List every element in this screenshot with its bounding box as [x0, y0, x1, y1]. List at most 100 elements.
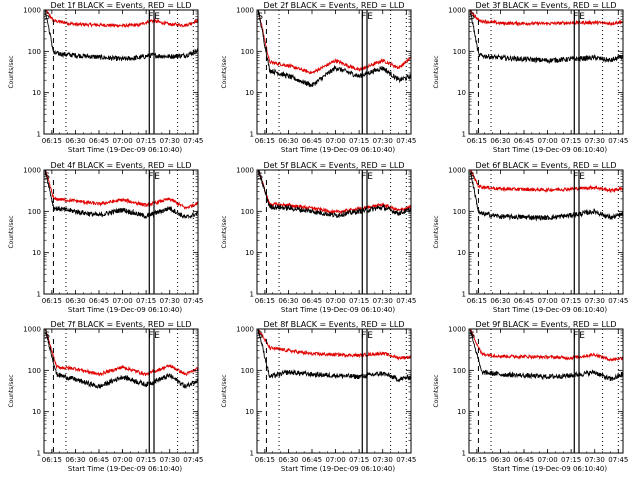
x-tick-label: 06:30: [278, 137, 298, 145]
series-line-lld: [257, 170, 411, 215]
series-line-lld: [469, 329, 623, 362]
x-tick-label: 07:30: [373, 456, 393, 464]
panel-title: Det 4f BLACK = Events, RED = LLD: [50, 161, 191, 170]
y-tick-label: 1000: [448, 7, 466, 15]
panel-7: Det 7f BLACK = Events, RED = LLD Counts/s…: [8, 320, 203, 473]
series-line-lld: [469, 170, 623, 194]
y-tick-label: 100: [241, 367, 254, 375]
y-tick-label: 1: [462, 131, 466, 139]
x-tick-label: 07:30: [585, 297, 605, 305]
x-tick-label: 07:00: [112, 456, 132, 464]
plot-area: [257, 170, 411, 219]
x-tick-label: 06:45: [302, 456, 322, 464]
y-tick-label: 1000: [23, 167, 41, 175]
x-tick-label: 07:45: [396, 297, 416, 305]
marker-label-e: E: [154, 172, 160, 182]
x-tick-label: 07:00: [537, 456, 557, 464]
x-tick-label: 06:30: [490, 297, 510, 305]
series-line-lld: [44, 329, 198, 377]
y-tick-label: 1000: [23, 7, 41, 15]
y-tick-label: 1: [250, 450, 254, 458]
y-axis-label: Counts/sec: [433, 55, 440, 88]
marker-label-e: E: [367, 331, 373, 341]
x-tick-label: 06:15: [255, 297, 275, 305]
x-axis-label: Start Time (19-Dec-09 06:10:40): [493, 306, 607, 314]
panel-frame: [468, 169, 624, 295]
panel-title: Det 9f BLACK = Events, RED = LLD: [475, 320, 616, 329]
panel-frame: [43, 9, 199, 135]
panel-frame: [468, 328, 624, 454]
marker-label-e: E: [579, 331, 585, 341]
y-tick-label: 1000: [236, 326, 254, 334]
x-tick-label: 06:45: [89, 137, 109, 145]
panel-title: Det 2f BLACK = Events, RED = LLD: [263, 1, 404, 10]
series-line-events: [257, 170, 411, 219]
x-tick-label: 07:00: [325, 297, 345, 305]
x-tick-label: 06:15: [467, 137, 487, 145]
series-line-lld: [257, 329, 411, 361]
marker-label-f: F: [148, 12, 153, 22]
x-tick-label: 06:45: [514, 297, 534, 305]
y-tick-label: 100: [28, 208, 41, 216]
marker-label-f: F: [361, 172, 366, 182]
y-tick-label: 1000: [236, 7, 254, 15]
x-tick-label: 07:15: [561, 456, 581, 464]
marker-label-s: S: [257, 172, 263, 182]
marker-label-f: F: [573, 12, 578, 22]
marker-label-s: S: [44, 172, 50, 182]
series-line-events: [44, 10, 198, 62]
x-tick-label: 06:30: [490, 137, 510, 145]
panel-5: Det 5f BLACK = Events, RED = LLD Counts/s…: [221, 161, 416, 314]
x-tick-label: 07:45: [608, 456, 628, 464]
panel-8: Det 8f BLACK = Events, RED = LLD Counts/s…: [221, 320, 416, 473]
x-tick-label: 07:45: [608, 137, 628, 145]
series-line-lld: [469, 10, 623, 27]
x-tick-label: 07:00: [112, 137, 132, 145]
y-tick-label: 1: [37, 450, 41, 458]
y-axis-label: Counts/sec: [221, 374, 228, 407]
x-tick-label: 07:15: [136, 137, 156, 145]
marker-label-s: S: [469, 172, 475, 182]
x-tick-label: 06:45: [302, 297, 322, 305]
marker-label-f: F: [148, 331, 153, 341]
series-line-events: [469, 171, 623, 222]
panel-2: Det 2f BLACK = Events, RED = LLD Counts/s…: [221, 1, 416, 154]
y-tick-label: 100: [28, 367, 41, 375]
x-tick-label: 07:15: [136, 297, 156, 305]
marker-label-s: S: [257, 331, 263, 341]
x-axis-label: Start Time (19-Dec-09 06:10:40): [281, 465, 395, 473]
panel-4: Det 4f BLACK = Events, RED = LLD Counts/s…: [8, 161, 203, 314]
x-tick-label: 06:30: [65, 297, 85, 305]
marker-label-e: E: [154, 331, 160, 341]
x-tick-label: 07:45: [183, 137, 203, 145]
y-tick-label: 1000: [448, 326, 466, 334]
plot-area: [257, 10, 411, 88]
y-tick-label: 1000: [236, 167, 254, 175]
x-tick-label: 06:15: [42, 137, 62, 145]
x-tick-label: 06:30: [65, 137, 85, 145]
x-axis-label: Start Time (19-Dec-09 06:10:40): [281, 306, 395, 314]
y-tick-label: 100: [28, 48, 41, 56]
series-line-lld: [257, 10, 411, 75]
panel-frame: [468, 9, 624, 135]
plot-area: [469, 10, 623, 65]
x-tick-label: 07:30: [373, 137, 393, 145]
x-tick-label: 06:45: [514, 456, 534, 464]
marker-label-s: S: [257, 12, 263, 22]
y-axis-label: Counts/sec: [221, 55, 228, 88]
y-tick-label: 10: [32, 89, 41, 97]
x-tick-label: 07:30: [160, 137, 180, 145]
marker-label-f: F: [573, 331, 578, 341]
x-tick-label: 06:45: [89, 456, 109, 464]
x-tick-label: 07:15: [136, 456, 156, 464]
x-tick-label: 06:30: [278, 456, 298, 464]
marker-label-s: S: [44, 331, 50, 341]
x-axis-label: Start Time (19-Dec-09 06:10:40): [68, 146, 182, 154]
y-tick-label: 10: [245, 89, 254, 97]
marker-label-f: F: [148, 172, 153, 182]
x-tick-label: 07:15: [349, 297, 369, 305]
y-tick-label: 100: [453, 48, 466, 56]
x-tick-label: 06:15: [255, 456, 275, 464]
x-tick-label: 07:30: [585, 137, 605, 145]
